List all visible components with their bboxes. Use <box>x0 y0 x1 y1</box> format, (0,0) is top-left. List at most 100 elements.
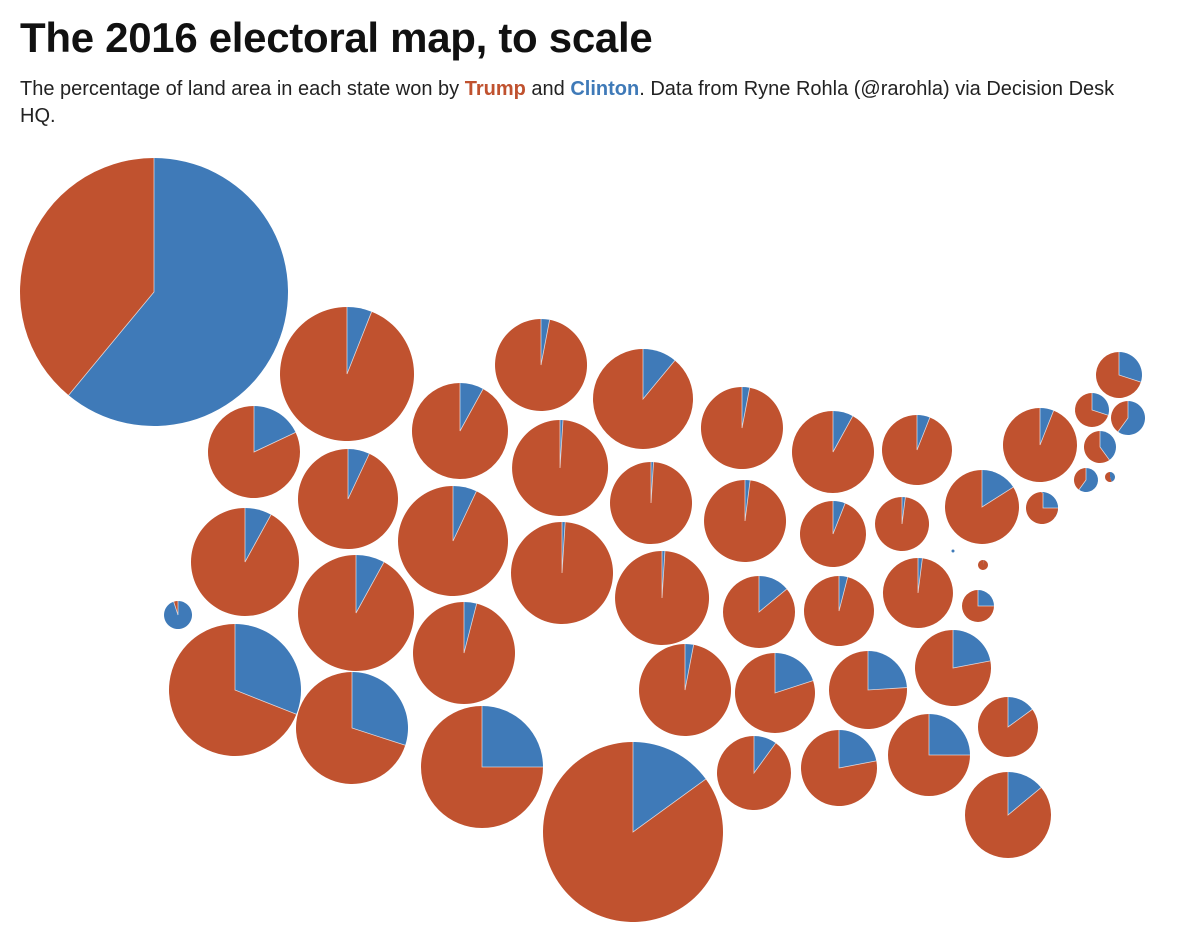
state-pie-ne <box>610 461 693 544</box>
slice-divider <box>650 462 654 504</box>
subtitle-prefix: The percentage of land area in each stat… <box>20 78 465 100</box>
state-pie-nd <box>495 318 588 411</box>
clinton-slice <box>1092 393 1110 416</box>
state-pie-co <box>413 602 516 704</box>
slice-divider <box>1039 408 1054 446</box>
clinton-slice <box>754 736 776 773</box>
state-pie-ok <box>615 551 710 645</box>
state-pie-ia <box>700 387 783 469</box>
trump-slice <box>977 560 988 570</box>
state-pie-al <box>828 651 907 729</box>
chart-title: The 2016 electoral map, to scale <box>20 14 653 61</box>
state-pie-sc <box>888 714 970 796</box>
slice-divider <box>632 742 707 833</box>
chart-subtitle: The percentage of land area in each stat… <box>20 76 1140 130</box>
state-pie-il <box>799 501 866 568</box>
trump-slice <box>169 624 297 757</box>
clinton-slice <box>982 470 1014 507</box>
slice-divider <box>981 470 1014 508</box>
trump-slice <box>1074 468 1086 490</box>
trump-slice <box>20 158 154 396</box>
clinton-slice <box>1118 401 1146 436</box>
state-pie-vt <box>1111 401 1146 436</box>
trump-slice <box>1111 401 1128 432</box>
state-pie-ca <box>169 624 302 757</box>
slice-divider <box>741 387 751 429</box>
slice-divider <box>838 576 849 612</box>
slice-divider <box>1078 468 1087 490</box>
slice-divider <box>244 508 272 563</box>
state-pie-dc <box>951 549 955 553</box>
slice-divider <box>540 319 551 366</box>
clinton-slice <box>347 307 372 374</box>
clinton-slice <box>1008 697 1033 727</box>
slice-divider <box>481 706 543 768</box>
clinton-slice <box>1008 772 1042 815</box>
slice-divider <box>684 644 695 691</box>
trump-slice <box>1105 472 1112 482</box>
clinton-slice <box>352 672 408 746</box>
slice-divider <box>758 576 787 613</box>
slice-divider <box>1007 697 1033 728</box>
state-pie-or <box>190 508 299 617</box>
slice-divider <box>977 590 994 607</box>
clinton-slice <box>245 508 272 562</box>
clinton-slice <box>633 742 706 832</box>
slice-divider <box>459 383 484 432</box>
clinton-slice <box>1110 471 1116 482</box>
state-pie-ga <box>801 730 878 806</box>
subtitle-suffix: . Data from Ryne Rohla (@rarohla) via De… <box>20 78 1115 127</box>
clinton-slice <box>839 730 877 768</box>
state-pie-tn <box>639 644 732 736</box>
slice-divider <box>561 522 566 574</box>
state-pie-in <box>875 497 930 551</box>
state-pie-id <box>280 307 415 441</box>
clinton-slice <box>453 486 477 541</box>
subtitle-middle: and <box>525 78 571 100</box>
slice-divider <box>867 651 907 691</box>
slice-divider <box>661 551 666 599</box>
clinton-slice <box>356 555 384 613</box>
slice-divider <box>642 349 676 401</box>
slice-divider <box>253 406 296 453</box>
clinton-slice <box>833 411 853 452</box>
slice-divider <box>351 672 406 746</box>
state-pie-ms <box>716 736 791 810</box>
state-pie-sd <box>512 419 609 516</box>
state-pie-ky <box>803 576 874 647</box>
state-pie-ak <box>20 158 289 426</box>
slice-divider <box>173 601 179 616</box>
trump-slice <box>1075 393 1109 427</box>
slice-divider <box>1007 772 1042 816</box>
slice-divider <box>347 449 370 500</box>
state-pie-ut <box>298 555 415 671</box>
state-pie-nc <box>915 630 992 707</box>
slice-divider <box>916 415 931 451</box>
clinton-slice <box>978 590 994 606</box>
clinton-slice <box>951 549 955 553</box>
state-pie-wy <box>398 486 509 596</box>
state-pie-fl <box>964 772 1051 858</box>
trump-slice <box>295 672 406 785</box>
state-pie-hi <box>164 601 193 630</box>
slice-divider <box>1042 493 1058 509</box>
state-pie-nv <box>297 449 398 549</box>
state-pie-mo <box>704 480 787 562</box>
slice-divider <box>917 558 923 594</box>
state-pie-ma <box>1074 468 1099 492</box>
slice-divider <box>68 158 155 396</box>
state-pie-mi <box>881 415 952 485</box>
slice-divider <box>346 307 373 375</box>
clinton-slice <box>929 714 970 755</box>
state-pie-wv <box>977 560 988 570</box>
slice-divider <box>452 486 477 542</box>
state-pie-ar <box>723 576 796 648</box>
clinton-slice <box>460 383 484 431</box>
slice-divider <box>234 624 297 715</box>
clinton-slice <box>775 653 814 693</box>
slice-divider <box>355 555 385 614</box>
clinton-slice <box>868 651 907 690</box>
state-pie-la <box>734 653 815 734</box>
slice-divider <box>1099 431 1110 461</box>
state-pie-nm <box>421 706 543 828</box>
